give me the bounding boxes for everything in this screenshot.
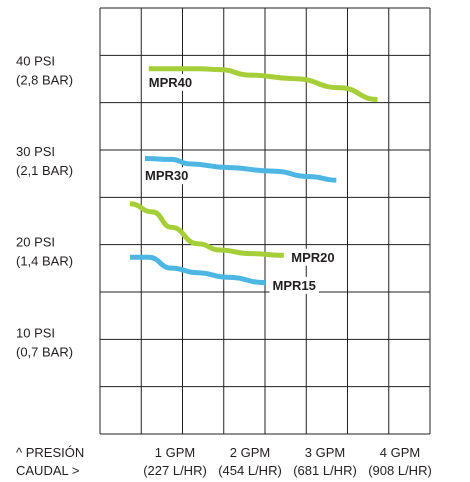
series-label-background bbox=[142, 167, 192, 185]
x-tick-sublabel: (681 L/HR) bbox=[293, 463, 357, 478]
x-tick-sublabel: (908 L/HR) bbox=[368, 463, 432, 478]
series-label-mpr20: MPR20 bbox=[291, 250, 334, 265]
x-tick-label: 4 GPM bbox=[380, 445, 420, 460]
series-line-mpr15 bbox=[130, 254, 266, 286]
y-tick-sublabel: (0,7 BAR) bbox=[16, 344, 73, 359]
y-tick-label: 10 PSI bbox=[16, 325, 55, 340]
x-tick-label: 1 GPM bbox=[155, 445, 195, 460]
y-tick-sublabel: (1,4 BAR) bbox=[16, 254, 73, 269]
y-tick-label: 20 PSI bbox=[16, 235, 55, 250]
y-tick-sublabel: (2,8 BAR) bbox=[16, 72, 73, 87]
series-label-mpr15: MPR15 bbox=[273, 278, 316, 293]
y-tick-label: 30 PSI bbox=[16, 144, 55, 159]
y-tick-labels: 40 PSI (2,8 BAR) 30 PSI (2,1 BAR) 20 PSI (1,4… bbox=[16, 53, 73, 359]
x-tick-sublabel: (454 L/HR) bbox=[218, 463, 282, 478]
series-labels: MPR40 MPR30 MPR20 MPR15 bbox=[142, 73, 338, 294]
y-tick-sublabel: (2,1 BAR) bbox=[16, 163, 73, 178]
y-axis-label: ^ PRESIÓN bbox=[16, 445, 84, 460]
grid-lines bbox=[99, 7, 431, 435]
series-label-background bbox=[269, 276, 319, 294]
x-tick-label: 2 GPM bbox=[230, 445, 270, 460]
series-label-mpr30: MPR30 bbox=[145, 168, 188, 183]
series-lines bbox=[129, 66, 378, 286]
x-tick-label: 3 GPM bbox=[305, 445, 345, 460]
series-label-background bbox=[145, 73, 196, 91]
x-axis-label: CAUDAL > bbox=[16, 463, 79, 478]
x-tick-sublabel: (227 L/HR) bbox=[143, 463, 207, 478]
x-tick-labels: 1 GPM (227 L/HR) 2 GPM (454 L/HR) 3 GPM (681 … bbox=[143, 445, 432, 478]
series-line-mpr40 bbox=[148, 66, 378, 102]
series-line-mpr30 bbox=[144, 156, 337, 183]
series-label-mpr40: MPR40 bbox=[149, 75, 192, 90]
y-tick-label: 40 PSI bbox=[16, 53, 55, 68]
series-line-mpr20 bbox=[129, 201, 284, 258]
series-label-background bbox=[288, 248, 338, 266]
